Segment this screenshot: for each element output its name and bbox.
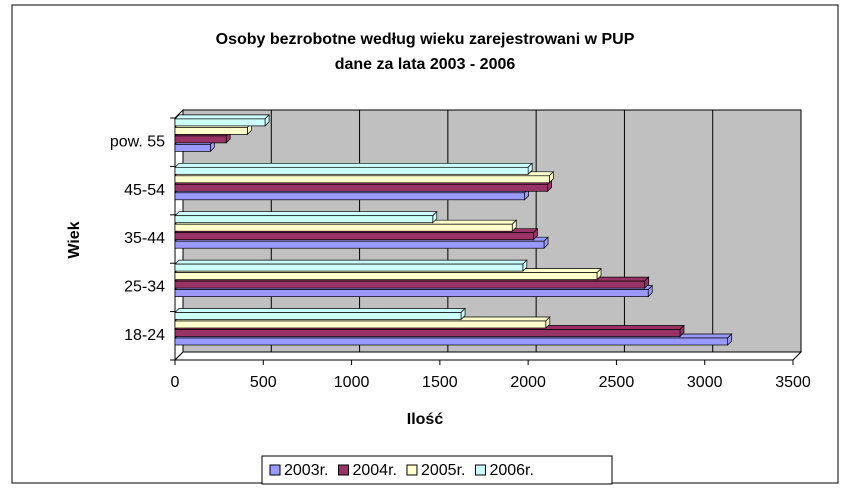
x-tick-label: 3000 <box>687 374 723 391</box>
bar <box>174 135 227 144</box>
bar <box>174 215 434 224</box>
y-tick-label: pow. 55 <box>110 133 165 150</box>
bar <box>174 183 548 192</box>
x-tick-label: 1500 <box>422 374 458 391</box>
y-tick-label: 35-44 <box>124 230 165 247</box>
bar <box>174 337 729 346</box>
bar <box>174 232 534 241</box>
x-tick-label: 2500 <box>599 374 635 391</box>
chart-title: Osoby bezrobotne według wieku zarejestro… <box>216 31 635 48</box>
floor <box>173 351 803 361</box>
x-tick-label: 3500 <box>775 374 811 391</box>
bar-top <box>174 259 528 265</box>
x-tick-label: 500 <box>250 374 277 391</box>
y-tick-label: 25-34 <box>124 279 165 296</box>
bar <box>174 263 524 272</box>
bar <box>174 289 649 297</box>
legend-swatch <box>337 464 349 476</box>
bar <box>174 118 266 127</box>
x-tick-label: 1000 <box>334 374 370 391</box>
bar <box>174 312 462 320</box>
bar-top <box>174 211 438 217</box>
legend-label: 2005r. <box>421 462 465 479</box>
y-axis-title: Wiek <box>66 221 83 258</box>
bar <box>174 223 513 232</box>
bar <box>174 329 681 337</box>
x-axis-title: Ilość <box>407 411 444 428</box>
x-tick-label: 0 <box>171 374 180 391</box>
y-tick-label: 45-54 <box>124 182 165 199</box>
legend-label: 2006r. <box>489 462 533 479</box>
bar <box>174 166 529 175</box>
legend-swatch <box>406 464 418 476</box>
legend <box>261 455 613 485</box>
legend-label: 2003r. <box>284 462 328 479</box>
bar <box>174 192 525 201</box>
bar-top <box>174 308 466 313</box>
bar <box>174 240 545 249</box>
bar <box>174 127 248 135</box>
legend-swatch <box>269 464 281 476</box>
y-tick-label: 18-24 <box>124 327 165 344</box>
legend-swatch <box>474 464 486 476</box>
bar <box>174 175 550 184</box>
chart-subtitle: dane za lata 2003 - 2006 <box>335 56 516 73</box>
bar <box>174 320 547 329</box>
bar <box>174 272 598 280</box>
x-tick-label: 2000 <box>510 374 546 391</box>
bar <box>174 280 646 289</box>
bar-top <box>174 114 270 120</box>
bar <box>174 144 211 152</box>
legend-label: 2004r. <box>352 462 396 479</box>
bar-top <box>174 162 533 168</box>
